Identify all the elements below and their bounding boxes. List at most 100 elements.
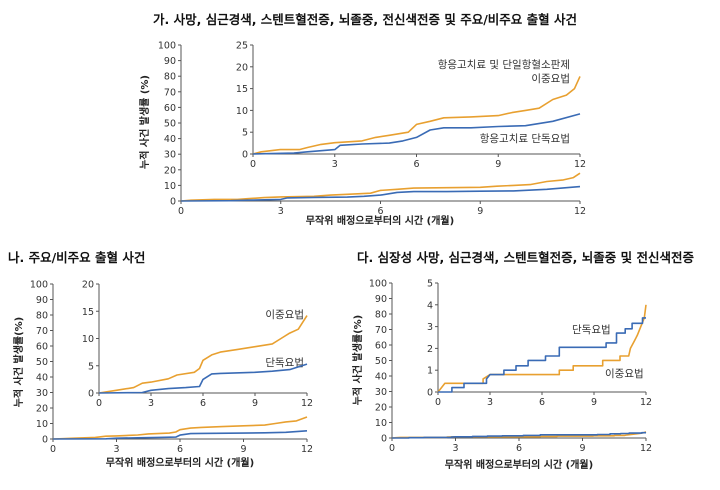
- panel-c-inset-x-tick-label: 9: [591, 397, 597, 408]
- panel-b-inset-y-tick-label: 15: [82, 307, 94, 318]
- panel-c-main-y-tick-label: 20: [375, 403, 387, 414]
- panel-a-main-y-tick-label: 80: [164, 72, 176, 83]
- panel-c-main-x-tick-label: 9: [579, 443, 585, 454]
- panel-a-inset-y-tick-label: 5: [242, 128, 248, 139]
- panel-a-inset-x-tick-label: 3: [332, 159, 338, 170]
- panel-c-main-x-tick-label: 6: [516, 443, 522, 454]
- panel-b-inset-x-tick-label: 0: [96, 398, 102, 409]
- panel-c-ylabel: 누적 사건 발생률(%): [351, 315, 364, 406]
- panel-c-main-y-tick-label: 30: [375, 387, 387, 398]
- panel-c-main-y-tick-label: 40: [375, 372, 387, 383]
- panel-a-ylabel: 누적 사건 발생률 (%): [138, 75, 151, 169]
- panel-b-mono-label: 단독요법: [265, 357, 304, 369]
- panel-c-main-y-tick-label: 60: [375, 341, 387, 352]
- panel-c-inset-x-tick-label: 0: [435, 397, 441, 408]
- panel-b-ylabel: 누적 사건 발생률(%): [12, 317, 25, 408]
- panel-b-main-y-tick-label: 0: [42, 435, 48, 446]
- panel-c-title: 다. 심장성 사망, 심근경색, 스텐트혈전증, 뇌졸중 및 전신색전증: [357, 250, 694, 265]
- panel-b-main-y-tick-label: 60: [36, 342, 48, 353]
- panel-b-main-mono-line: [52, 430, 308, 440]
- panel-a-inset-x-tick-label: 0: [250, 159, 256, 170]
- panel-a-main-y-tick-label: 10: [164, 181, 176, 192]
- panel-a-main-y-tick-label: 90: [164, 56, 176, 67]
- panel-b-dual-label: 이중요법: [265, 309, 304, 321]
- panel-a-main-y-tick-label: 20: [164, 165, 176, 176]
- panel-a-inset-y-tick-label: 15: [236, 84, 248, 95]
- panel-c-inset-mono-line: [438, 317, 646, 393]
- panel-a-main-y-tick-label: 100: [158, 41, 176, 52]
- panel-c-inset-y-tick-label: 3: [427, 322, 433, 333]
- panel-b-inset-y-tick-label: 10: [82, 334, 94, 345]
- panel-c-inset-x-tick-label: 6: [539, 397, 545, 408]
- panel-a-inset-dual-line: [252, 76, 581, 155]
- panel-a-title: 가. 사망, 심근경색, 스텐트혈전증, 뇌졸중, 전신색전증 및 주요/비주요…: [153, 12, 577, 27]
- panel-b-main-dual-line: [52, 416, 308, 440]
- panel-c-main-y-tick-label: 50: [375, 356, 387, 367]
- panel-a-main-y-tick-label: 40: [164, 134, 176, 145]
- panel-a-main-y-tick-label: 70: [164, 87, 176, 98]
- panel-b-main-x-tick-label: 3: [113, 444, 119, 455]
- panel-c-inset-y-tick-label: 4: [427, 300, 433, 311]
- panel-c-inset-y-tick-label: 5: [427, 279, 433, 290]
- panel-a-main-y-tick-label: 30: [164, 150, 176, 161]
- panel-a-inset-x-tick-label: 6: [413, 159, 419, 170]
- panel-b-main-y-tick-label: 20: [36, 404, 48, 415]
- panel-c-main-x-tick-label: 3: [452, 443, 458, 454]
- panel-a-mono-label: 항응고치료 단독요법: [480, 133, 570, 145]
- panel-c-main-x-tick-label: 12: [640, 443, 652, 454]
- panel-c-inset-y-tick-label: 1: [427, 366, 433, 377]
- panel-b-title: 나. 주요/비주요 출혈 사건: [8, 250, 145, 265]
- panel-c-inset-y-tick-label: 2: [427, 344, 433, 355]
- panel-c-mono-label: 단독요법: [572, 324, 611, 336]
- panel-c-main-y-tick-label: 10: [375, 418, 387, 429]
- panel-b-inset-x-tick-label: 12: [301, 398, 313, 409]
- panel-a-main-y-tick-label: 60: [164, 103, 176, 114]
- panel-c-inset-dual-line: [437, 304, 647, 393]
- panel-c-inset-x-tick-label: 12: [640, 397, 652, 408]
- panel-a-main-x-tick-label: 0: [178, 206, 184, 217]
- panel-b-inset-x-tick-label: 9: [252, 398, 258, 409]
- panel-c-inset-x-tick-label: 3: [487, 397, 493, 408]
- panel-a-main-x-tick-label: 3: [278, 206, 284, 217]
- panel-a-main-dual-line: [180, 172, 581, 202]
- panel-c-main-x-tick-label: 0: [389, 443, 395, 454]
- panel-b-inset-y-tick-label: 0: [88, 389, 94, 400]
- panel-b-main-x-tick-label: 6: [177, 444, 183, 455]
- panel-c-main-mono-line: [392, 431, 646, 439]
- panel-c-main-y-tick-label: 80: [375, 310, 387, 321]
- panel-c-main-y-tick-label: 90: [375, 294, 387, 305]
- panel-c-main-y-tick-label: 70: [375, 325, 387, 336]
- panel-b-main-y-tick-label: 70: [36, 326, 48, 337]
- panel-b-main-x-tick-label: 0: [50, 444, 56, 455]
- panel-c-main-y-tick-label: 100: [369, 279, 387, 290]
- panel-a-main-x-tick-label: 9: [477, 206, 483, 217]
- panel-c-inset-y-tick-label: 0: [427, 388, 433, 399]
- panel-a-main-x-tick-label: 6: [377, 206, 383, 217]
- panel-b-main-y-tick-label: 10: [36, 419, 48, 430]
- panel-a-inset-y-tick-label: 20: [236, 62, 248, 73]
- panel-b-xlabel: 무작위 배정으로부터의 시간 (개월): [106, 456, 254, 469]
- panel-b-inset-y-tick-label: 20: [82, 280, 94, 291]
- panel-b-main-y-tick-label: 80: [36, 311, 48, 322]
- panel-a-main-x-tick-label: 12: [574, 206, 586, 217]
- panel-b-main-y-tick-label: 30: [36, 388, 48, 399]
- panel-b-main-y-tick-label: 100: [30, 280, 48, 291]
- panel-b-main-y-tick-label: 90: [36, 295, 48, 306]
- panel-b-inset-y-tick-label: 5: [88, 361, 94, 372]
- panel-b-main-y-tick-label: 40: [36, 373, 48, 384]
- panel-c-xlabel: 무작위 배정으로부터의 시간 (개월): [445, 458, 593, 471]
- panel-b-main-y-tick-label: 50: [36, 357, 48, 368]
- panel-b-main-x-tick-label: 9: [240, 444, 246, 455]
- panel-a-main-y-tick-label: 50: [164, 119, 176, 130]
- panel-a-main-y-tick-label: 0: [170, 197, 176, 208]
- panel-b-inset-dual-line: [98, 315, 308, 394]
- panel-c-dual-label: 이중요법: [605, 368, 644, 380]
- panel-b-inset-x-tick-label: 6: [200, 398, 206, 409]
- panel-b-inset-mono-line: [98, 363, 308, 394]
- panel-a-inset-mono-line: [252, 113, 581, 155]
- panel-c-main-y-tick-label: 0: [381, 434, 387, 445]
- panel-b-inset-x-tick-label: 3: [148, 398, 154, 409]
